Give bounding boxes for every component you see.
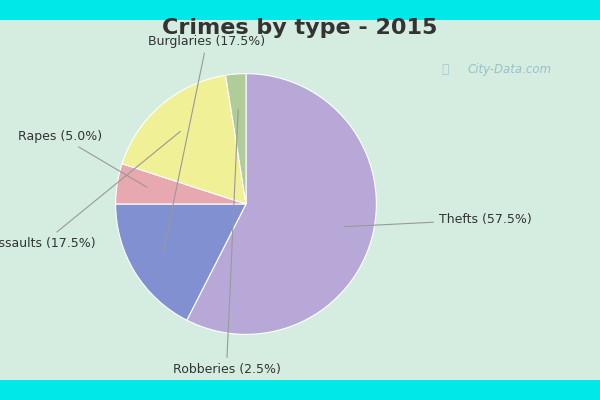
Wedge shape (226, 74, 246, 204)
Text: Rapes (5.0%): Rapes (5.0%) (19, 130, 147, 187)
Text: Burglaries (17.5%): Burglaries (17.5%) (148, 34, 265, 252)
Text: City-Data.com: City-Data.com (468, 63, 552, 76)
Text: Thefts (57.5%): Thefts (57.5%) (344, 213, 532, 227)
Wedge shape (116, 204, 246, 320)
Text: Robberies (2.5%): Robberies (2.5%) (173, 109, 280, 376)
Text: Assaults (17.5%): Assaults (17.5%) (0, 132, 181, 250)
Wedge shape (122, 75, 246, 204)
Wedge shape (116, 164, 246, 204)
Text: ⦿: ⦿ (441, 63, 449, 76)
Text: Crimes by type - 2015: Crimes by type - 2015 (163, 18, 437, 38)
Wedge shape (187, 74, 376, 334)
